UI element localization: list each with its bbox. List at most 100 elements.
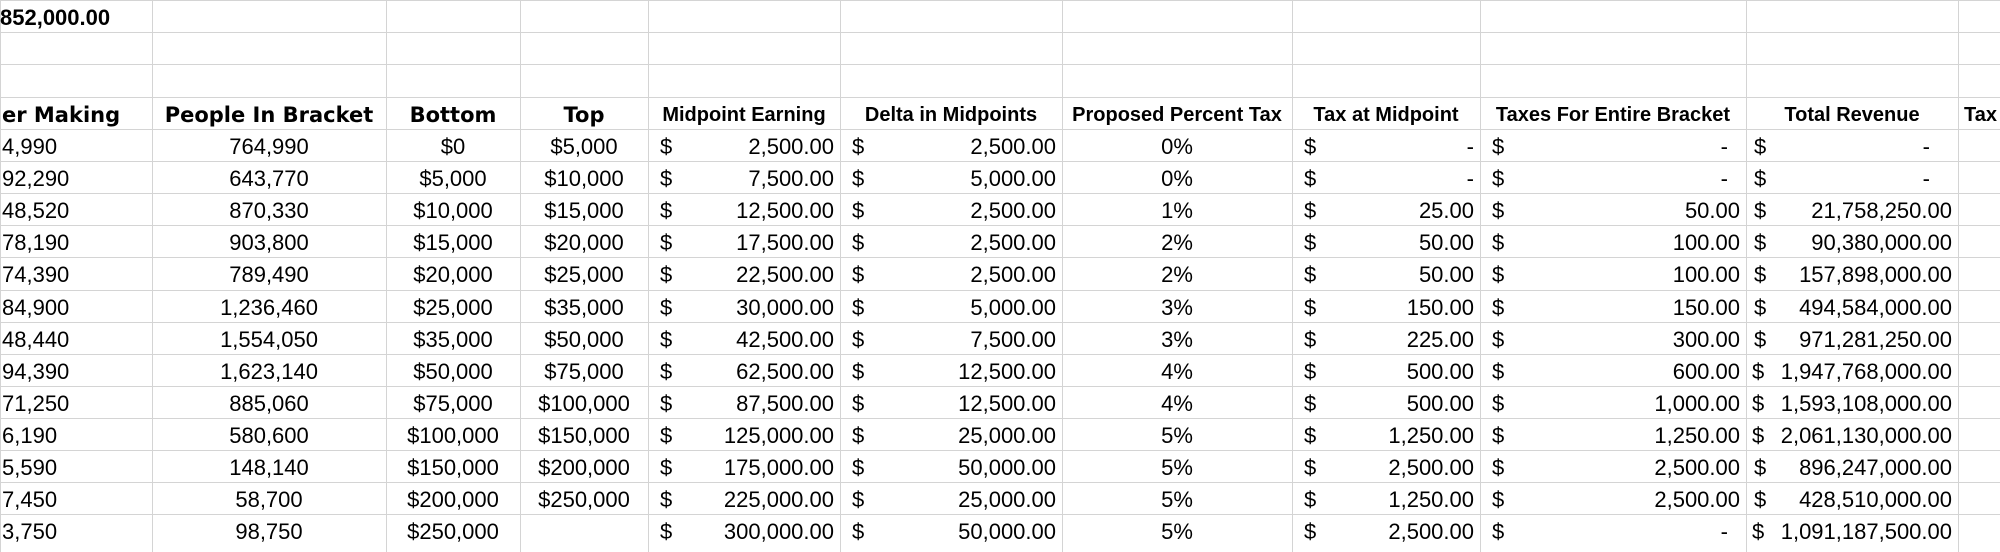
cell-total-revenue[interactable]: 428,510,000.00 <box>1799 487 1952 512</box>
currency-symbol[interactable]: $ <box>660 134 673 159</box>
cell-people-in-bracket[interactable]: 870,330 <box>229 198 309 223</box>
cell-top[interactable]: $150,000 <box>538 423 630 448</box>
cell-total-revenue[interactable]: 2,061,130,000.00 <box>1780 423 1952 448</box>
column-header-d[interactable]: Top <box>563 103 605 127</box>
cell-taxes-for-entire-bracket[interactable]: 600.00 <box>1672 359 1740 384</box>
cell-proposed-percent-tax[interactable]: 3% <box>1161 295 1193 320</box>
cell-number-making[interactable]: 48,520 <box>2 198 70 223</box>
currency-symbol[interactable]: $ <box>1492 359 1505 384</box>
cell-taxes-for-entire-bracket[interactable]: - <box>1720 519 1728 544</box>
currency-symbol[interactable]: $ <box>660 487 673 512</box>
cell-top[interactable]: $50,000 <box>544 327 624 352</box>
cell-people-in-bracket[interactable]: 643,770 <box>229 166 309 191</box>
cell-taxes-for-entire-bracket[interactable]: 1,000.00 <box>1654 391 1740 416</box>
cell-midpoint-earning[interactable]: 125,000.00 <box>723 423 834 448</box>
cell-tax-at-midpoint[interactable]: 500.00 <box>1406 391 1474 416</box>
currency-symbol[interactable]: $ <box>660 391 673 416</box>
currency-symbol[interactable]: $ <box>660 519 673 544</box>
currency-symbol[interactable]: $ <box>1754 198 1767 223</box>
cell-top[interactable]: $250,000 <box>538 487 630 512</box>
cell-people-in-bracket[interactable]: 1,236,460 <box>220 295 318 320</box>
cell-delta-in-midpoints[interactable]: 2,500.00 <box>970 134 1056 159</box>
column-header-k[interactable]: Tax <box>1964 104 1997 126</box>
cell-bottom[interactable]: $75,000 <box>413 391 493 416</box>
cell-tax-at-midpoint[interactable]: 225.00 <box>1406 327 1474 352</box>
currency-symbol[interactable]: $ <box>660 455 673 480</box>
cell-total-revenue[interactable]: 1,593,108,000.00 <box>1780 391 1952 416</box>
cell-total-revenue[interactable]: - <box>1922 166 1930 191</box>
currency-symbol[interactable]: $ <box>1492 327 1505 352</box>
cell-delta-in-midpoints[interactable]: 25,000.00 <box>958 487 1056 512</box>
column-header-h[interactable]: Tax at Midpoint <box>1313 104 1459 126</box>
cell-bottom[interactable]: $25,000 <box>413 295 493 320</box>
currency-symbol[interactable]: $ <box>1754 262 1767 287</box>
cell-delta-in-midpoints[interactable]: 25,000.00 <box>958 423 1056 448</box>
cell-top[interactable]: $20,000 <box>544 230 624 255</box>
cell-total-revenue[interactable]: 896,247,000.00 <box>1799 455 1952 480</box>
currency-symbol[interactable]: $ <box>660 166 673 191</box>
cell-people-in-bracket[interactable]: 148,140 <box>229 455 309 480</box>
cell-people-in-bracket[interactable]: 58,700 <box>235 487 303 512</box>
currency-symbol[interactable]: $ <box>852 134 865 159</box>
cell-midpoint-earning[interactable]: 175,000.00 <box>723 455 834 480</box>
currency-symbol[interactable]: $ <box>1492 519 1505 544</box>
cell-midpoint-earning[interactable]: 2,500.00 <box>748 134 834 159</box>
cell-bottom[interactable]: $50,000 <box>413 359 493 384</box>
cell-people-in-bracket[interactable]: 1,554,050 <box>220 327 318 352</box>
currency-symbol[interactable]: $ <box>660 327 673 352</box>
cell-tax-at-midpoint[interactable]: 2,500.00 <box>1388 455 1474 480</box>
cell-delta-in-midpoints[interactable]: 50,000.00 <box>958 455 1056 480</box>
currency-symbol[interactable]: $ <box>660 295 673 320</box>
cell-number-making[interactable]: 4,990 <box>2 134 58 159</box>
column-header-f[interactable]: Delta in Midpoints <box>864 104 1038 126</box>
cell-people-in-bracket[interactable]: 903,800 <box>229 230 309 255</box>
cell-number-making[interactable]: 5,590 <box>2 455 58 480</box>
currency-symbol[interactable]: $ <box>660 198 673 223</box>
currency-symbol[interactable]: $ <box>1752 519 1765 544</box>
cell-delta-in-midpoints[interactable]: 2,500.00 <box>970 198 1056 223</box>
cell-total-revenue[interactable]: 971,281,250.00 <box>1799 327 1952 352</box>
currency-symbol[interactable]: $ <box>1304 198 1317 223</box>
cell-tax-at-midpoint[interactable]: 1,250.00 <box>1388 423 1474 448</box>
cell-tax-at-midpoint[interactable]: 2,500.00 <box>1388 519 1474 544</box>
currency-symbol[interactable]: $ <box>1492 295 1505 320</box>
cell-number-making[interactable]: 94,390 <box>2 359 70 384</box>
cell-proposed-percent-tax[interactable]: 4% <box>1161 359 1193 384</box>
cell-total-revenue[interactable]: 90,380,000.00 <box>1811 230 1952 255</box>
cell-top[interactable]: $75,000 <box>544 359 624 384</box>
cell-tax-at-midpoint[interactable]: 25.00 <box>1418 198 1474 223</box>
currency-symbol[interactable]: $ <box>852 198 865 223</box>
cell-midpoint-earning[interactable]: 30,000.00 <box>736 295 834 320</box>
cell-top[interactable] <box>520 516 648 548</box>
currency-symbol[interactable]: $ <box>1304 519 1317 544</box>
cell-midpoint-earning[interactable]: 225,000.00 <box>723 487 834 512</box>
cell-total-revenue[interactable]: 1,091,187,500.00 <box>1780 519 1952 544</box>
cell-taxes-for-entire-bracket[interactable]: 2,500.00 <box>1654 487 1740 512</box>
currency-symbol[interactable]: $ <box>1754 487 1767 512</box>
cell-proposed-percent-tax[interactable]: 5% <box>1161 455 1193 480</box>
cell-delta-in-midpoints[interactable]: 5,000.00 <box>970 166 1056 191</box>
cell-people-in-bracket[interactable]: 580,600 <box>229 423 309 448</box>
currency-symbol[interactable]: $ <box>1304 391 1317 416</box>
cell-bottom[interactable]: $200,000 <box>407 487 499 512</box>
cell-proposed-percent-tax[interactable]: 4% <box>1161 391 1193 416</box>
cell-top[interactable]: $25,000 <box>544 262 624 287</box>
cell-proposed-percent-tax[interactable]: 5% <box>1161 519 1193 544</box>
currency-symbol[interactable]: $ <box>852 295 865 320</box>
cell-delta-in-midpoints[interactable]: 7,500.00 <box>970 327 1056 352</box>
cell-top[interactable]: $15,000 <box>544 198 624 223</box>
currency-symbol[interactable]: $ <box>660 359 673 384</box>
cell-people-in-bracket[interactable]: 1,623,140 <box>220 359 318 384</box>
cell-total-revenue[interactable]: 494,584,000.00 <box>1799 295 1952 320</box>
cell-proposed-percent-tax[interactable]: 1% <box>1161 198 1193 223</box>
currency-symbol[interactable]: $ <box>1492 134 1505 159</box>
cell-number-making[interactable]: 7,450 <box>2 487 58 512</box>
currency-symbol[interactable]: $ <box>1304 327 1317 352</box>
cell-taxes-for-entire-bracket[interactable]: 100.00 <box>1672 262 1740 287</box>
cell-tax-at-midpoint[interactable]: - <box>1466 134 1474 159</box>
currency-symbol[interactable]: $ <box>1304 487 1317 512</box>
cell-taxes-for-entire-bracket[interactable]: 2,500.00 <box>1654 455 1740 480</box>
cell-delta-in-midpoints[interactable]: 12,500.00 <box>958 359 1056 384</box>
currency-symbol[interactable]: $ <box>1752 391 1765 416</box>
cell-midpoint-earning[interactable]: 87,500.00 <box>736 391 834 416</box>
